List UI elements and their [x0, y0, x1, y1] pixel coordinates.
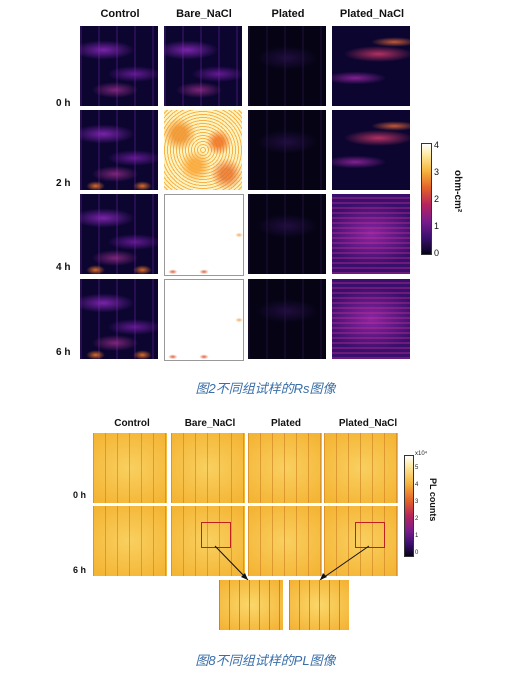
pl-cb-tick-5: 5	[415, 465, 419, 471]
pl-inset-bare-nacl	[219, 580, 283, 630]
pl-tile-control-0h	[93, 433, 167, 503]
pl-col-label-control: Control	[114, 418, 150, 429]
rs-tile-control-2h	[80, 110, 158, 190]
rs-tile-plated-nacl-0h	[332, 26, 410, 106]
pl-figure-caption: 图8不同组试样的PL图像	[195, 653, 336, 668]
rs-cb-tick-4: 4	[434, 140, 440, 150]
pl-cb-tick-4: 4	[415, 482, 419, 488]
rs-cb-tick-1: 1	[434, 221, 440, 231]
pl-col-label-plated-nacl: Plated_NaCl	[338, 418, 398, 429]
rs-row-label-2h: 2 h	[56, 178, 71, 189]
pl-colorbar-title: PL counts	[428, 478, 438, 522]
pl-tile-plated-0h	[248, 433, 322, 503]
pl-col-label-plated: Plated	[270, 418, 301, 429]
pl-tile-bare-nacl-0h	[171, 433, 245, 503]
rs-cb-tick-2: 2	[434, 194, 440, 204]
rs-tile-control-6h	[80, 279, 158, 359]
rs-colorbar-title: ohm-cm²	[452, 170, 463, 213]
rs-tile-bare-nacl-0h	[164, 26, 242, 106]
pl-tile-plated-6h	[248, 506, 322, 576]
rs-tile-plated-2h	[248, 110, 326, 190]
rs-tile-bare-nacl-2h	[164, 110, 242, 190]
rs-row-label-4h: 4 h	[56, 262, 71, 273]
pl-colorbar	[404, 455, 414, 557]
rs-tile-plated-0h	[248, 26, 326, 106]
pl-row-label-0h: 0 h	[73, 490, 87, 500]
pl-tile-bare-nacl-6h	[171, 506, 245, 576]
rs-tile-plated-nacl-4h	[332, 194, 410, 274]
pl-tile-plated-nacl-6h	[324, 506, 398, 576]
rs-tile-bare-nacl-4h	[164, 194, 244, 276]
pl-cb-tick-1: 1	[415, 533, 419, 539]
rs-col-label-control: Control	[100, 8, 140, 20]
rs-col-label-bare-nacl: Bare_NaCl	[176, 8, 232, 20]
pl-cb-tick-3: 3	[415, 499, 419, 505]
pl-cb-tick-2: 2	[415, 516, 419, 522]
rs-cb-tick-0: 0	[434, 248, 440, 258]
rs-tile-control-0h	[80, 26, 158, 106]
rs-tile-plated-6h	[248, 279, 326, 359]
pl-cb-exponent: x10⁴	[415, 451, 428, 457]
rs-tile-plated-4h	[248, 194, 326, 274]
rs-tile-plated-nacl-6h	[332, 279, 410, 359]
pl-tile-control-6h	[93, 506, 167, 576]
pl-zoom-box-plated-nacl	[355, 522, 385, 548]
pl-row-label-6h: 6 h	[73, 565, 87, 575]
pl-cb-tick-0: 0	[415, 550, 419, 556]
pl-inset-plated-nacl	[289, 580, 349, 630]
rs-tile-plated-nacl-2h	[332, 110, 410, 190]
pl-tile-plated-nacl-0h	[324, 433, 398, 503]
rs-figure-caption: 图2不同组试样的Rs图像	[195, 381, 336, 396]
rs-cb-tick-3: 3	[434, 167, 440, 177]
rs-col-label-plated-nacl: Plated_NaCl	[339, 8, 405, 20]
rs-tile-bare-nacl-6h	[164, 279, 244, 361]
rs-tile-control-4h	[80, 194, 158, 274]
rs-col-label-plated: Plated	[271, 8, 305, 20]
pl-col-label-bare-nacl: Bare_NaCl	[184, 418, 236, 429]
rs-row-label-0h: 0 h	[56, 98, 71, 109]
rs-colorbar	[421, 143, 432, 255]
rs-row-label-6h: 6 h	[56, 347, 71, 358]
